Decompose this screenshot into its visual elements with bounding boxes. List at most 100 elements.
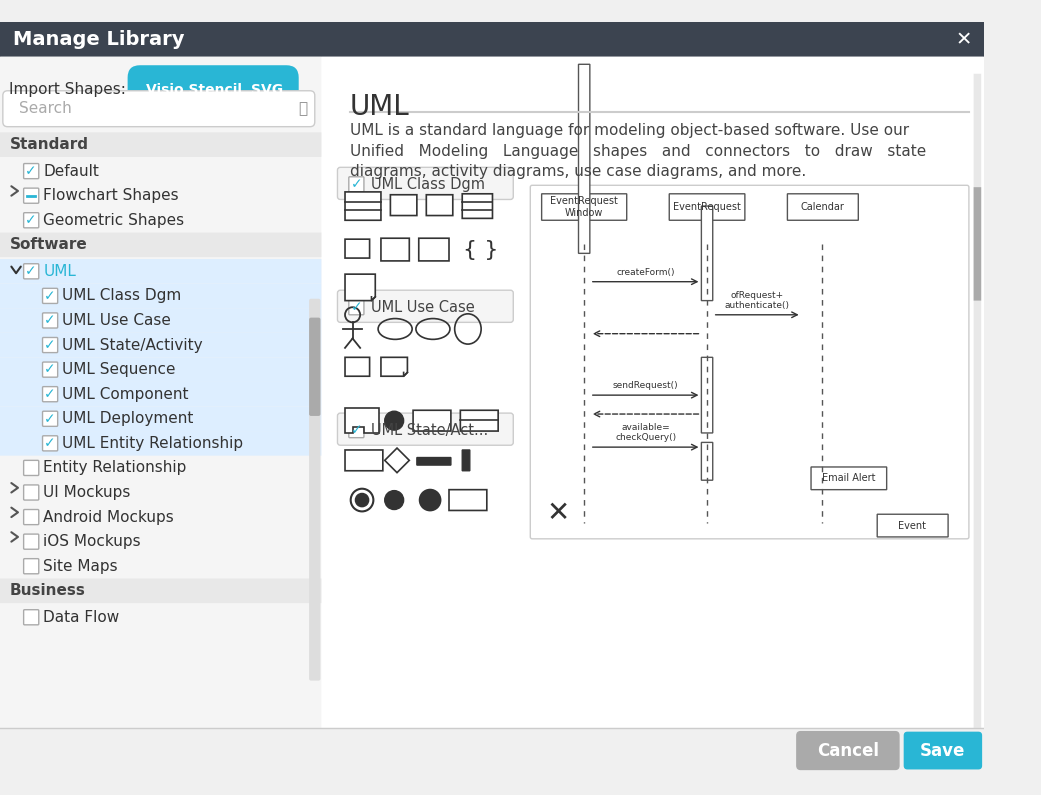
Text: available=
checkQuery(): available= checkQuery() <box>615 423 677 442</box>
Polygon shape <box>345 274 375 301</box>
FancyBboxPatch shape <box>43 289 57 304</box>
Text: Save: Save <box>920 742 965 759</box>
Text: ✓: ✓ <box>351 301 362 314</box>
FancyBboxPatch shape <box>24 485 39 500</box>
Text: ✕: ✕ <box>956 30 972 49</box>
Text: ✓: ✓ <box>45 412 56 426</box>
Text: UML Deployment: UML Deployment <box>62 411 194 426</box>
FancyBboxPatch shape <box>669 194 745 220</box>
Text: UML Component: UML Component <box>62 386 188 401</box>
FancyBboxPatch shape <box>973 74 982 735</box>
Text: createForm(): createForm() <box>616 268 675 277</box>
Text: ✕: ✕ <box>547 499 569 527</box>
Text: Visio Stencil: Visio Stencil <box>146 83 242 97</box>
Text: Standard: Standard <box>9 138 88 152</box>
FancyBboxPatch shape <box>0 259 322 284</box>
Text: Android Mockups: Android Mockups <box>44 510 174 525</box>
FancyBboxPatch shape <box>0 431 322 456</box>
FancyBboxPatch shape <box>416 458 451 465</box>
Text: EventRequest
Window: EventRequest Window <box>551 196 618 218</box>
Text: ✓: ✓ <box>25 264 37 278</box>
Text: UML Use Case: UML Use Case <box>62 313 172 328</box>
FancyBboxPatch shape <box>702 357 713 433</box>
FancyBboxPatch shape <box>0 308 322 333</box>
Text: { }: { } <box>463 239 499 259</box>
Text: Software: Software <box>9 238 87 252</box>
FancyBboxPatch shape <box>24 264 39 279</box>
Text: Flowchart Shapes: Flowchart Shapes <box>44 188 179 204</box>
FancyBboxPatch shape <box>0 357 322 382</box>
Text: Cancel: Cancel <box>817 742 879 759</box>
FancyBboxPatch shape <box>418 238 449 261</box>
FancyBboxPatch shape <box>0 728 984 774</box>
Text: ✓: ✓ <box>45 387 56 401</box>
FancyBboxPatch shape <box>337 167 513 200</box>
FancyBboxPatch shape <box>904 731 982 770</box>
FancyBboxPatch shape <box>43 337 57 353</box>
FancyBboxPatch shape <box>390 195 416 215</box>
Polygon shape <box>345 409 379 433</box>
Text: UML Sequence: UML Sequence <box>62 362 176 377</box>
FancyBboxPatch shape <box>349 176 364 192</box>
FancyBboxPatch shape <box>530 185 969 539</box>
FancyBboxPatch shape <box>579 64 590 254</box>
Text: UML: UML <box>44 264 76 279</box>
FancyBboxPatch shape <box>0 56 322 774</box>
FancyBboxPatch shape <box>24 460 39 475</box>
Text: ✓: ✓ <box>45 313 56 328</box>
FancyBboxPatch shape <box>309 299 321 681</box>
FancyBboxPatch shape <box>541 194 627 220</box>
FancyBboxPatch shape <box>24 534 39 549</box>
FancyBboxPatch shape <box>24 164 39 179</box>
FancyBboxPatch shape <box>43 313 57 328</box>
Text: iOS Mockups: iOS Mockups <box>44 534 142 549</box>
Circle shape <box>385 491 404 510</box>
Text: ✓: ✓ <box>45 436 56 450</box>
FancyBboxPatch shape <box>0 406 322 431</box>
Polygon shape <box>381 357 407 376</box>
FancyBboxPatch shape <box>0 233 322 257</box>
Text: ✓: ✓ <box>45 338 56 352</box>
FancyBboxPatch shape <box>349 423 364 438</box>
FancyBboxPatch shape <box>462 194 492 219</box>
FancyBboxPatch shape <box>449 490 487 510</box>
FancyBboxPatch shape <box>345 192 381 220</box>
Text: Site Maps: Site Maps <box>44 559 118 574</box>
FancyBboxPatch shape <box>24 559 39 574</box>
FancyBboxPatch shape <box>345 357 370 376</box>
Text: UML Use Case: UML Use Case <box>371 300 475 315</box>
FancyBboxPatch shape <box>322 56 984 774</box>
Polygon shape <box>385 448 409 473</box>
Text: Default: Default <box>44 164 99 179</box>
FancyBboxPatch shape <box>0 579 322 603</box>
FancyBboxPatch shape <box>309 318 321 416</box>
Text: UML State/Act...: UML State/Act... <box>371 423 488 437</box>
Circle shape <box>355 494 369 506</box>
Text: UML Class Dgm: UML Class Dgm <box>62 289 181 304</box>
FancyBboxPatch shape <box>413 410 451 431</box>
Text: UI Mockups: UI Mockups <box>44 485 131 500</box>
FancyBboxPatch shape <box>24 610 39 625</box>
FancyBboxPatch shape <box>24 510 39 525</box>
Text: diagrams, activity diagrams, use case diagrams, and more.: diagrams, activity diagrams, use case di… <box>350 165 806 180</box>
FancyBboxPatch shape <box>427 195 453 215</box>
Text: ✓: ✓ <box>351 423 362 437</box>
FancyBboxPatch shape <box>0 21 984 774</box>
Text: Geometric Shapes: Geometric Shapes <box>44 213 184 227</box>
Text: Business: Business <box>9 584 85 599</box>
FancyBboxPatch shape <box>702 206 713 301</box>
Text: ofRequest+
authenticate(): ofRequest+ authenticate() <box>725 291 790 310</box>
FancyBboxPatch shape <box>811 467 887 490</box>
FancyBboxPatch shape <box>787 194 858 220</box>
FancyBboxPatch shape <box>0 132 322 157</box>
Text: Manage Library: Manage Library <box>14 30 184 49</box>
Text: UML Class Dgm: UML Class Dgm <box>371 176 484 192</box>
FancyBboxPatch shape <box>43 436 57 451</box>
FancyBboxPatch shape <box>0 333 322 357</box>
Text: Data Flow: Data Flow <box>44 610 120 625</box>
FancyBboxPatch shape <box>381 238 409 261</box>
FancyBboxPatch shape <box>3 91 314 126</box>
FancyBboxPatch shape <box>345 450 383 471</box>
FancyBboxPatch shape <box>43 386 57 401</box>
FancyBboxPatch shape <box>0 284 322 308</box>
